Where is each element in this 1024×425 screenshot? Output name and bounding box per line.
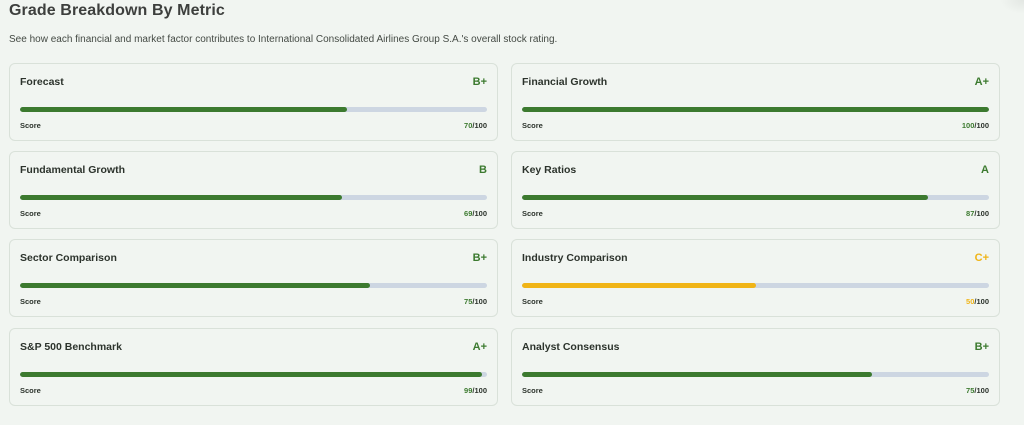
score-number: 69 <box>464 209 473 218</box>
score-label: Score <box>522 209 543 218</box>
metric-grade: B+ <box>974 341 989 353</box>
score-value: 69/100 <box>464 209 487 218</box>
score-max: /100 <box>974 121 989 130</box>
metric-card-sector-comparison: Sector Comparison B+ Score 75/100 <box>9 239 498 317</box>
score-bar <box>20 107 487 112</box>
score-max: /100 <box>974 297 989 306</box>
score-number: 100 <box>961 121 975 130</box>
metric-card-analyst-consensus: Analyst Consensus B+ Score 75/100 <box>511 328 1000 406</box>
score-label: Score <box>20 297 41 306</box>
score-value: 100/100 <box>962 121 989 130</box>
score-label: Score <box>20 209 41 218</box>
score-number: 99 <box>464 386 473 395</box>
corner-shadow <box>1000 0 1024 14</box>
metric-name: Forecast <box>20 76 64 88</box>
metric-grade: A+ <box>974 76 989 88</box>
metric-card-sp-500-benchmark: S&P 500 Benchmark A+ Score 99/100 <box>9 328 498 406</box>
score-max: /100 <box>472 121 487 130</box>
score-max: /100 <box>472 209 487 218</box>
metric-card-financial-growth: Financial Growth A+ Score 100/100 <box>511 63 1000 141</box>
score-label: Score <box>522 297 543 306</box>
score-bar <box>20 372 487 377</box>
score-value: 75/100 <box>464 297 487 306</box>
score-bar-fill <box>20 283 371 288</box>
metric-card-industry-comparison: Industry Comparison C+ Score 50/100 <box>511 239 1000 317</box>
score-bar-fill <box>522 283 756 288</box>
score-bar <box>522 195 989 200</box>
metric-name: Analyst Consensus <box>522 341 620 353</box>
metric-grade: B+ <box>472 252 487 264</box>
metric-card-forecast: Forecast B+ Score 70/100 <box>9 63 498 141</box>
score-number: 70 <box>464 121 473 130</box>
metric-card-fundamental-growth: Fundamental Growth B Score 69/100 <box>9 151 498 229</box>
metric-name: Fundamental Growth <box>20 164 125 176</box>
score-max: /100 <box>974 209 989 218</box>
score-label: Score <box>20 386 41 395</box>
score-number: 50 <box>966 297 975 306</box>
metric-name: Key Ratios <box>522 164 577 176</box>
score-bar <box>522 283 989 288</box>
score-bar <box>20 195 487 200</box>
score-value: 87/100 <box>966 209 989 218</box>
metric-name: Sector Comparison <box>20 252 117 264</box>
score-bar-fill <box>20 195 343 200</box>
score-bar-fill <box>522 195 929 200</box>
metric-grade: C+ <box>974 252 989 264</box>
metric-name: Financial Growth <box>522 76 608 88</box>
score-value: 99/100 <box>464 386 487 395</box>
metric-grade: B+ <box>472 76 487 88</box>
score-max: /100 <box>472 386 487 395</box>
metric-grade: A <box>981 164 989 176</box>
score-max: /100 <box>974 386 989 395</box>
score-number: 75 <box>966 386 975 395</box>
score-bar <box>522 107 989 112</box>
score-bar-fill <box>20 107 347 112</box>
score-number: 75 <box>464 297 473 306</box>
score-value: 50/100 <box>966 297 989 306</box>
metric-card-key-ratios: Key Ratios A Score 87/100 <box>511 151 1000 229</box>
score-label: Score <box>20 121 41 130</box>
score-bar <box>20 283 487 288</box>
score-label: Score <box>522 121 543 130</box>
score-label: Score <box>522 386 543 395</box>
metric-grade: A+ <box>472 341 487 353</box>
metric-name: S&P 500 Benchmark <box>20 341 122 353</box>
score-number: 87 <box>966 209 975 218</box>
score-bar-fill <box>20 372 483 377</box>
page-subtitle: See how each financial and market factor… <box>9 34 558 45</box>
score-bar-fill <box>522 372 873 377</box>
score-value: 75/100 <box>966 386 989 395</box>
metric-name: Industry Comparison <box>522 252 628 264</box>
metric-grade: B <box>479 164 487 176</box>
score-max: /100 <box>472 297 487 306</box>
score-bar <box>522 372 989 377</box>
score-bar-fill <box>522 107 989 112</box>
score-value: 70/100 <box>464 121 487 130</box>
page-title: Grade Breakdown By Metric <box>9 2 225 19</box>
